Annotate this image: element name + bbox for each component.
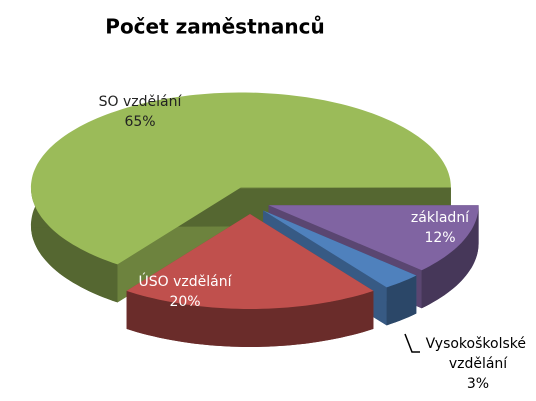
slice-value-label: 20% [169, 294, 200, 310]
chart-title: Počet zaměstnanců [105, 15, 324, 39]
slice-side [421, 205, 479, 309]
slice [263, 210, 417, 288]
slice [268, 205, 479, 271]
slice-value-label: 65% [124, 114, 155, 130]
leader-line [404, 333, 420, 353]
slice-label: základní [411, 210, 470, 226]
slice [30, 92, 451, 265]
slice-label: Vysokoškolské vzdělání [426, 336, 531, 372]
slice-value-label: 12% [424, 230, 455, 246]
slice-side [126, 290, 374, 347]
slice [126, 214, 374, 309]
slice-side [386, 275, 417, 326]
slice-value-label: 3% [467, 376, 489, 392]
slice-label: ÚSO vzdělání [139, 272, 233, 290]
slice-label: SO vzdělání [99, 94, 183, 110]
